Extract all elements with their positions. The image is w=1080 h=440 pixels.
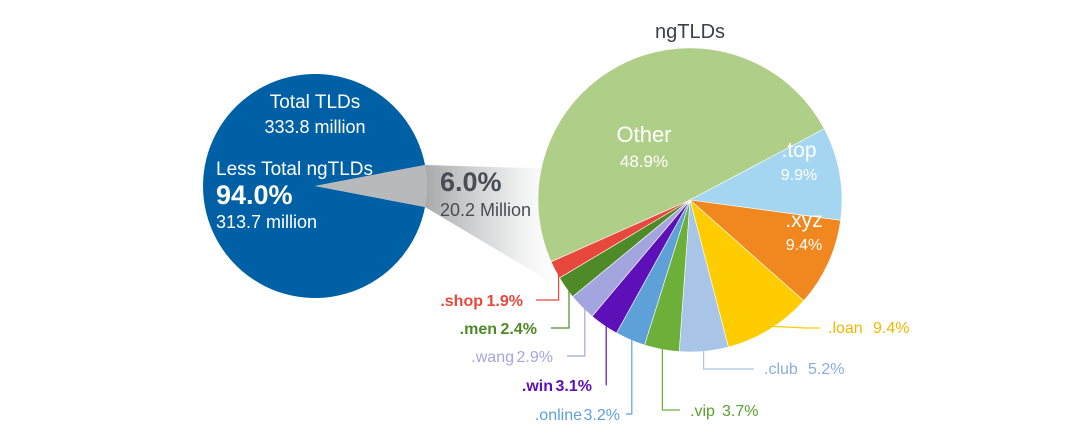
percent-shop: 1.9% — [487, 293, 523, 310]
slice-shop — [550, 199, 691, 279]
label-online: .online — [535, 407, 582, 424]
percent-club: 5.2% — [808, 361, 844, 378]
percent-xyz: 9.4% — [786, 237, 822, 254]
ngtld-share-percent: 6.0% — [440, 167, 502, 197]
label-men: .men — [460, 321, 497, 338]
slice-ngtlds-share — [315, 165, 428, 207]
leader-online — [626, 336, 633, 415]
less-ngtlds-percent: 94.0% — [216, 180, 293, 210]
label-win: .win — [522, 378, 553, 395]
label-club: .club — [764, 361, 798, 378]
leader-vip — [661, 345, 680, 411]
percent-online: 3.2% — [584, 407, 620, 424]
percent-loan: 9.4% — [873, 320, 909, 337]
leader-club — [703, 347, 754, 370]
percent-top: 9.9% — [781, 167, 817, 184]
leader-loan — [767, 325, 820, 329]
ngtlds-title: ngTLDs — [655, 21, 725, 43]
slice-xyz — [689, 199, 841, 302]
slice-top — [689, 128, 843, 221]
percent-wang: 2.9% — [517, 349, 553, 366]
leader-wang — [567, 304, 586, 357]
slice-other — [537, 47, 825, 263]
label-shop: .shop — [440, 293, 483, 310]
ngtld-share-value: 20.2 Million — [440, 200, 531, 220]
label-loan: .loan — [828, 320, 863, 337]
leader-lines — [536, 268, 820, 415]
less-ngtlds-label: Less Total ngTLDs — [216, 159, 373, 180]
ngtlds-pie — [537, 47, 843, 353]
percent-vip: 3.7% — [722, 403, 758, 420]
leader-men — [551, 285, 570, 329]
label-vip: .vip — [690, 403, 715, 420]
slice-less-total-ngtlds — [203, 74, 426, 299]
total-tlds-pie — [203, 74, 428, 299]
label-top: .top — [781, 139, 816, 162]
label-other: Other — [616, 122, 671, 147]
percent-other: 48.9% — [620, 152, 668, 171]
pie-connector — [425, 165, 571, 294]
label-wang: .wang — [471, 349, 514, 366]
percent-men: 2.4% — [501, 321, 537, 338]
total-tlds-title: Total TLDs — [270, 92, 360, 113]
leader-shop — [536, 268, 560, 301]
less-ngtlds-value: 313.7 million — [216, 212, 317, 232]
total-tlds-value: 333.8 million — [264, 117, 365, 137]
slice-loan — [689, 199, 805, 348]
percent-win: 3.1% — [556, 378, 592, 395]
label-xyz: .xyz — [785, 209, 822, 232]
